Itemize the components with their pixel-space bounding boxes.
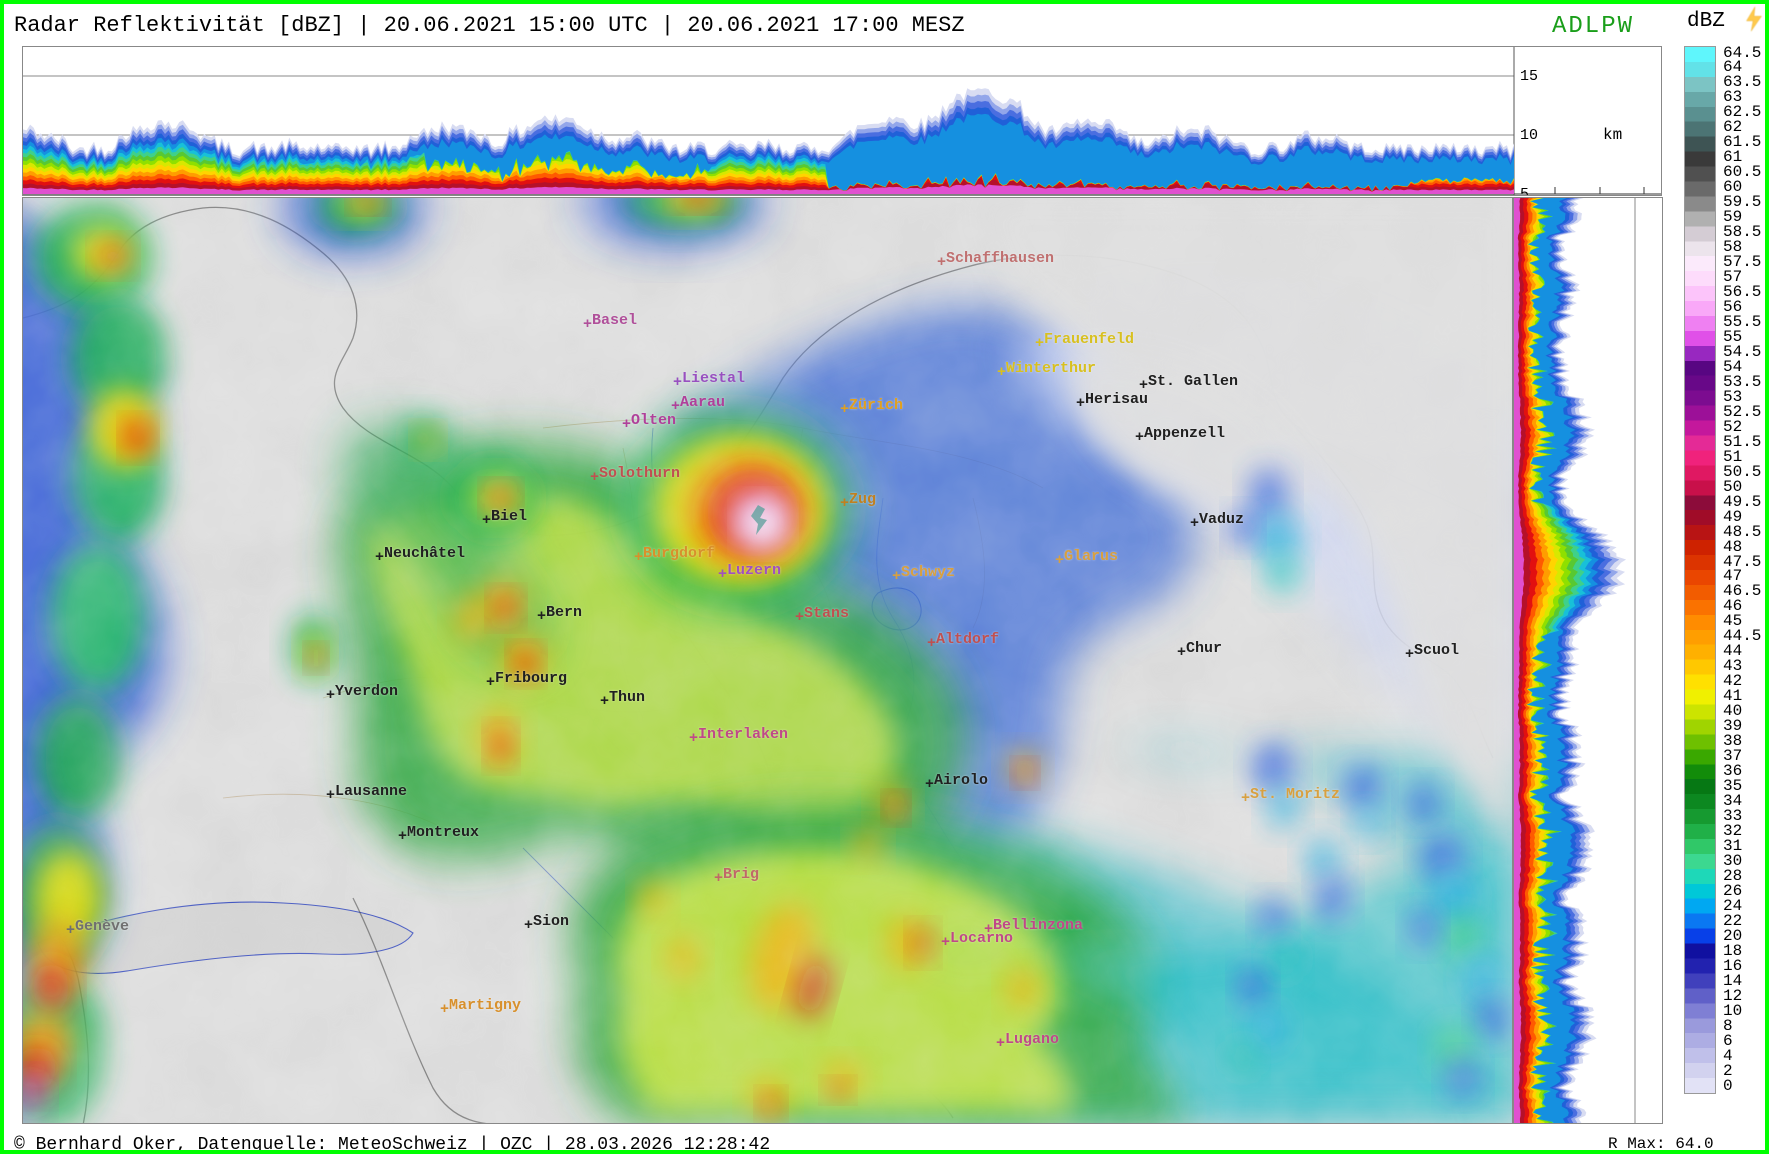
svg-text:10: 10: [1520, 127, 1538, 144]
svg-text:15: 15: [1520, 68, 1538, 85]
svg-text:km: km: [1603, 126, 1622, 144]
